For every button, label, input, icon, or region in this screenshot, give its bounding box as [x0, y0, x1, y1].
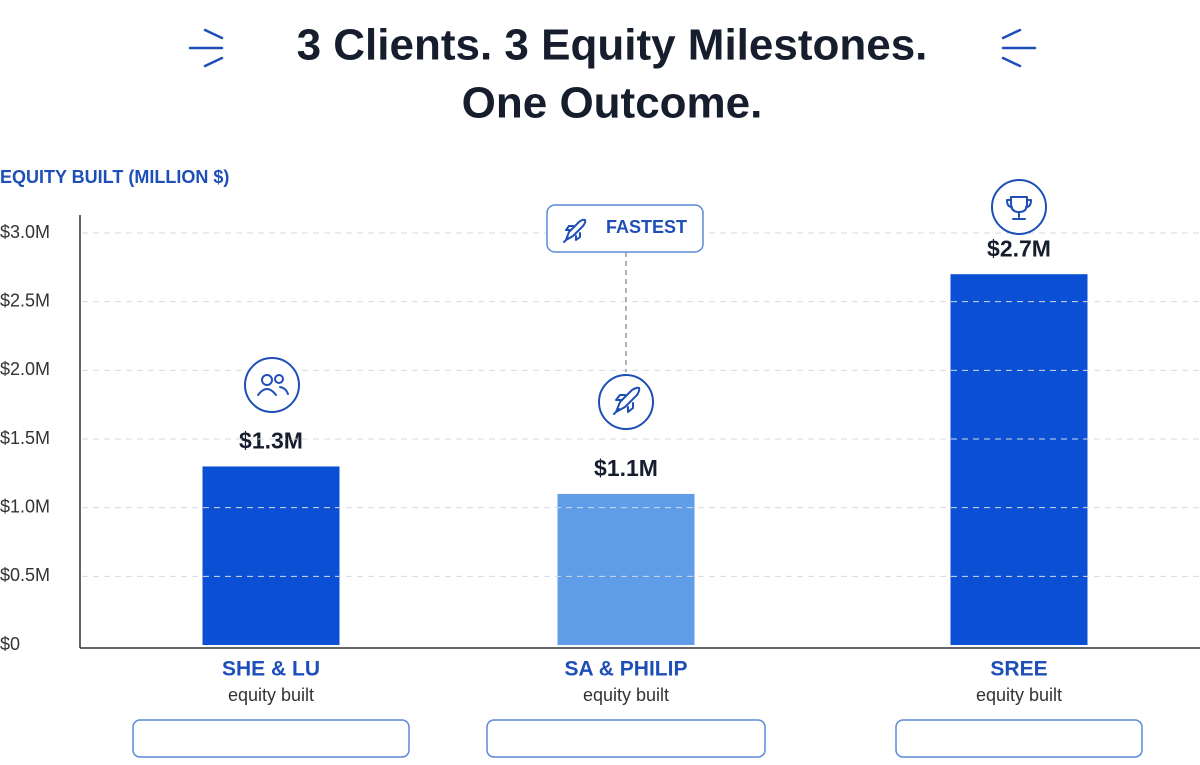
- x-tick-label: SREE: [990, 658, 1047, 681]
- category-sublabel: equity built: [583, 685, 669, 705]
- bar: [557, 493, 695, 645]
- bar: [950, 274, 1088, 645]
- trophy-icon: [991, 179, 1047, 235]
- detail-pill: [132, 719, 410, 758]
- category-sublabel: equity built: [228, 685, 314, 705]
- y-tick-label: $0: [0, 634, 20, 654]
- title-decoration: [188, 28, 1037, 68]
- y-axis-label: EQUITY BUILT (MILLION $): [0, 167, 229, 187]
- y-tick-label: $3.0M: [0, 222, 50, 242]
- x-tick-label: SHE & LU: [222, 658, 320, 681]
- clients-icon: [244, 357, 300, 413]
- y-tick-label: $1.5M: [0, 428, 50, 448]
- chart-title: 3 Clients. 3 Equity Milestones.: [297, 21, 928, 70]
- rocket-icon: [598, 374, 654, 430]
- value-label: $1.3M: [239, 428, 303, 454]
- fastest-callout: FASTEST: [546, 204, 704, 372]
- annotation: FASTEST: [606, 217, 687, 237]
- x-tick-label: SA & PHILIP: [565, 658, 688, 681]
- category-sublabel: equity built: [976, 685, 1062, 705]
- value-label: $1.1M: [594, 455, 658, 481]
- detail-pill: [486, 719, 766, 758]
- chart-title: One Outcome.: [462, 79, 763, 128]
- value-label: $2.7M: [987, 235, 1051, 261]
- y-tick-label: $0.5M: [0, 565, 50, 585]
- y-tick-label: $1.0M: [0, 496, 50, 516]
- y-tick-label: $2.5M: [0, 290, 50, 310]
- bar: [202, 466, 340, 645]
- y-tick-label: $2.0M: [0, 359, 50, 379]
- detail-pill: [895, 719, 1143, 758]
